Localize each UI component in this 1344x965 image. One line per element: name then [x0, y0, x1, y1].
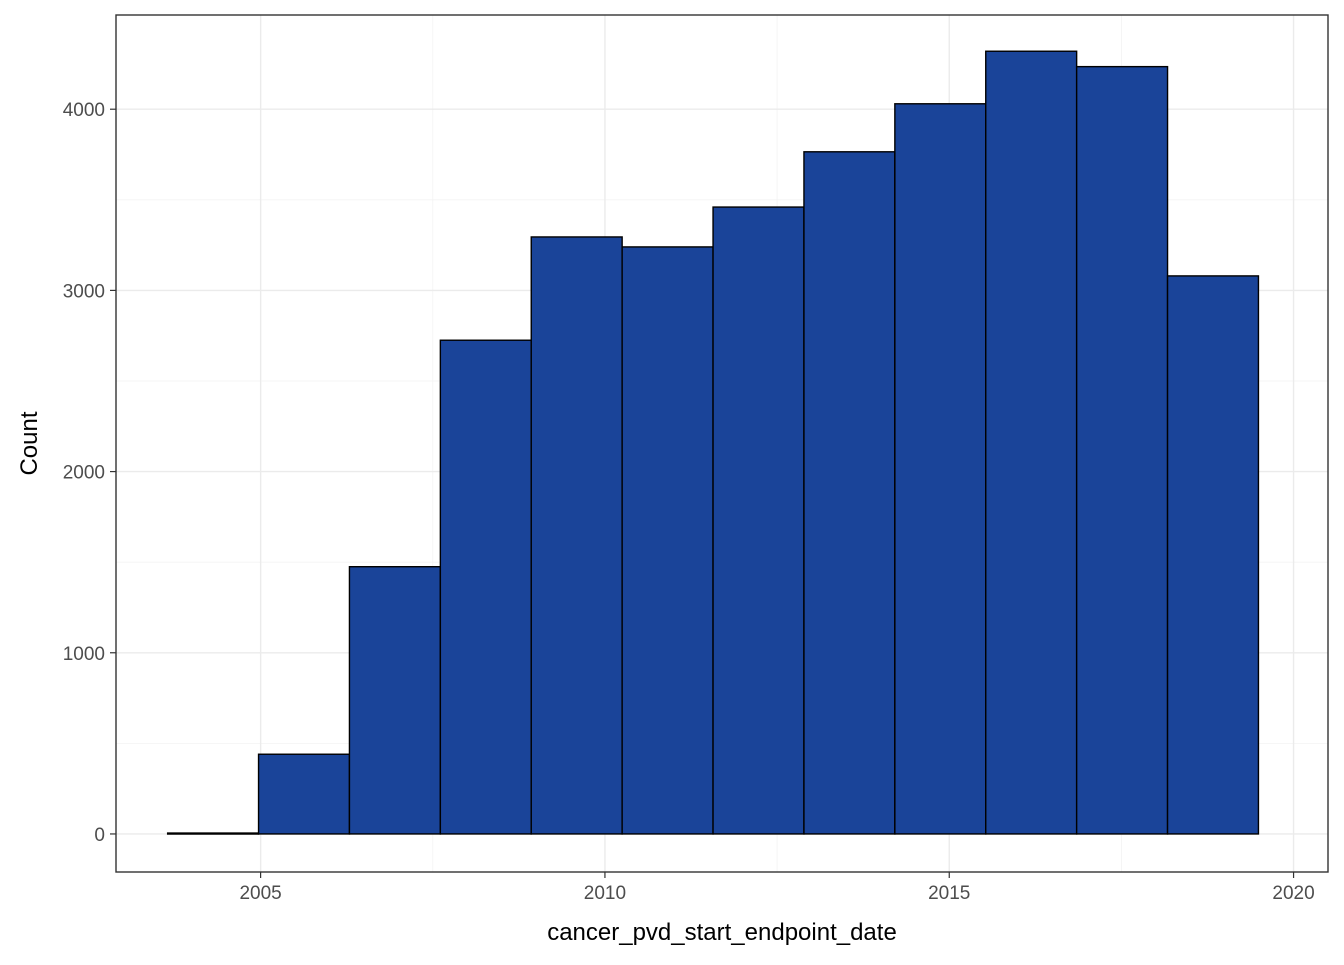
histogram-bar [803, 151, 896, 835]
histogram-bar [166, 832, 260, 835]
histogram-bar [1166, 275, 1260, 835]
y-axis-title: Count [16, 411, 43, 475]
x-axis-title: cancer_pvd_start_endpoint_date [547, 919, 897, 946]
histogram-bar [712, 206, 805, 835]
histogram-bar [257, 753, 351, 835]
x-tick-label: 2015 [928, 883, 970, 904]
y-tick-label: 1000 [63, 644, 105, 665]
histogram-bar [1075, 65, 1169, 835]
x-tick-label: 2010 [584, 883, 626, 904]
histogram-bar [621, 246, 714, 835]
y-tick-label: 0 [94, 825, 105, 846]
histogram-bar [985, 50, 1078, 835]
y-tick-label: 2000 [63, 463, 105, 484]
histogram-bar [894, 103, 987, 835]
panel-border [115, 14, 1329, 873]
y-tick-label: 3000 [63, 281, 105, 302]
histogram-bar [348, 566, 442, 835]
x-tick-label: 2005 [239, 883, 281, 904]
y-tick-label: 4000 [63, 100, 105, 121]
histogram-bar [439, 339, 532, 835]
x-tick-label: 2020 [1272, 883, 1314, 904]
histogram-bar [530, 236, 623, 835]
ticks-layer: 2005 2010 2015 2020 0 1000 2000 3000 4000 [63, 100, 1315, 904]
bars-layer [166, 50, 1260, 835]
